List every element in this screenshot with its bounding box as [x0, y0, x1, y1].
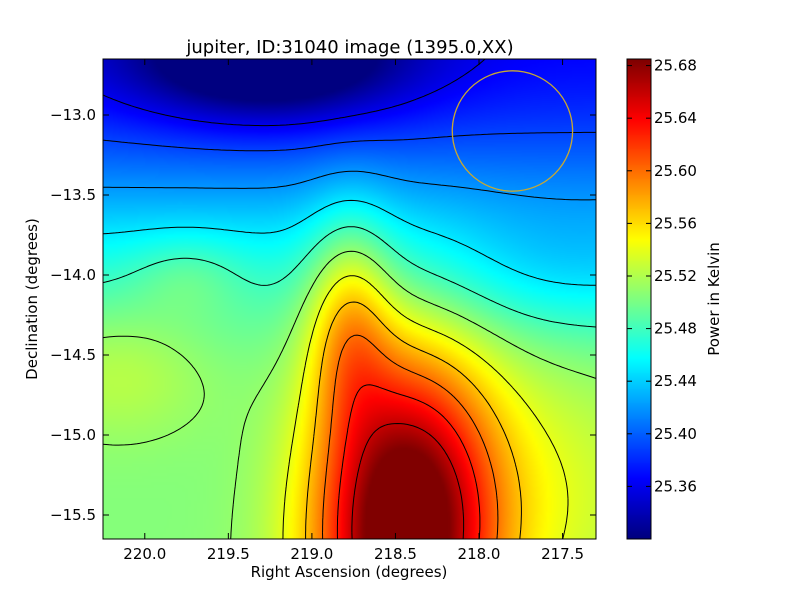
plot-frame — [102, 58, 597, 540]
colorbar-tick-label: 25.44 — [654, 372, 697, 390]
colorbar-frame — [626, 58, 652, 540]
colorbar-tick-label: 25.64 — [654, 109, 697, 127]
plot-area — [102, 58, 597, 540]
y-axis-ticks: −13.0 −13.5 −14.0 −14.5 −15.0 −15.5 — [50, 106, 596, 524]
colorbar-tick-label: 25.40 — [654, 425, 697, 443]
colorbar-tick-label: 25.60 — [654, 162, 697, 180]
beam-circle — [451, 70, 574, 192]
chart-title: jupiter, ID:31040 image (1395.0,XX) — [185, 37, 513, 58]
colorbar-tick-label: 25.48 — [654, 320, 697, 338]
contour-line — [305, 301, 522, 539]
colorbar-tick-label: 25.68 — [654, 57, 697, 75]
contour-line — [351, 423, 465, 539]
x-tick-label: 218.0 — [458, 545, 501, 563]
x-tick-label: 220.0 — [123, 545, 166, 563]
contour-line — [103, 199, 596, 286]
colorbar-tick-label: 25.56 — [654, 214, 697, 232]
contour-line — [103, 226, 596, 328]
colorbar-gradient — [627, 59, 651, 539]
colorbar-tick-label: 25.52 — [654, 267, 697, 285]
colorbar-label: Power in Kelvin — [705, 242, 723, 356]
x-tick-label: 219.0 — [290, 545, 333, 563]
x-tick-label: 217.5 — [541, 545, 584, 563]
y-tick-label: −15.0 — [50, 426, 96, 444]
x-tick-label: 219.5 — [207, 545, 250, 563]
contour-line — [282, 275, 569, 539]
contour-line — [103, 250, 596, 539]
colorbar-tick-label: 25.36 — [654, 477, 697, 495]
contour-line — [336, 384, 481, 539]
y-tick-label: −15.5 — [50, 506, 96, 524]
y-axis-label: Declination (degrees) — [23, 218, 41, 380]
x-tick-label: 218.5 — [374, 545, 417, 563]
y-tick-label: −13.0 — [50, 106, 96, 124]
contour-line — [322, 334, 499, 539]
x-axis-label: Right Ascension (degrees) — [251, 563, 448, 581]
y-tick-label: −13.5 — [50, 186, 96, 204]
contour-line — [103, 170, 596, 201]
heatmap-image — [103, 59, 596, 539]
colorbar-ticks: 25.36 25.40 25.44 25.48 25.52 25.56 25.60 25.64… — [627, 57, 697, 495]
y-tick-label: −14.0 — [50, 266, 96, 284]
y-tick-label: −14.5 — [50, 346, 96, 364]
contour-lines — [103, 59, 596, 539]
contour-line — [103, 59, 486, 127]
colorbar: 25.36 25.40 25.44 25.48 25.52 25.56 25.60 25.64… — [626, 57, 723, 540]
x-axis-ticks: 220.0 219.5 219.0 218.5 218.0 217.5 — [123, 59, 584, 563]
